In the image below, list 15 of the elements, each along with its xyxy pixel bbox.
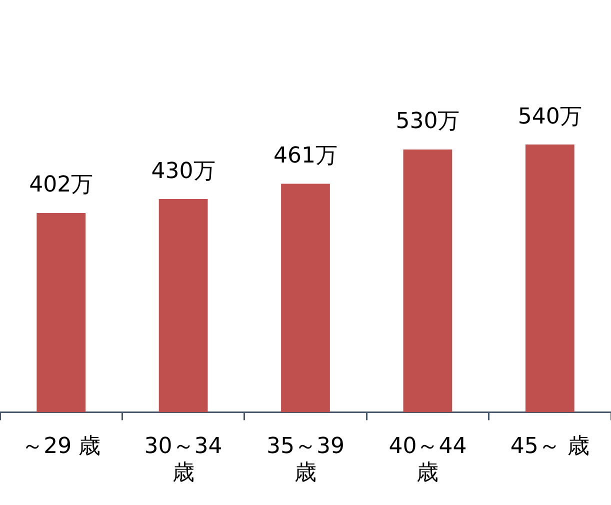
data-label: 461万 <box>274 143 338 168</box>
x-tick-label: 35～39 歳 <box>266 434 344 486</box>
bar <box>36 212 86 412</box>
bar <box>403 149 452 412</box>
x-tick-label: 45～ 歳 <box>510 434 590 460</box>
data-label: 402万 <box>29 172 94 198</box>
x-tick-label: ～29 歳 <box>22 434 101 460</box>
bar <box>525 144 574 412</box>
data-label: 540万 <box>518 104 582 130</box>
data-label: 530万 <box>396 109 460 134</box>
data-label: 430万 <box>151 158 216 184</box>
bar <box>281 184 330 412</box>
x-tick-label: 30～34 歳 <box>144 434 222 486</box>
bar <box>158 199 208 412</box>
x-tick-label: 40～44 歳 <box>388 434 467 486</box>
